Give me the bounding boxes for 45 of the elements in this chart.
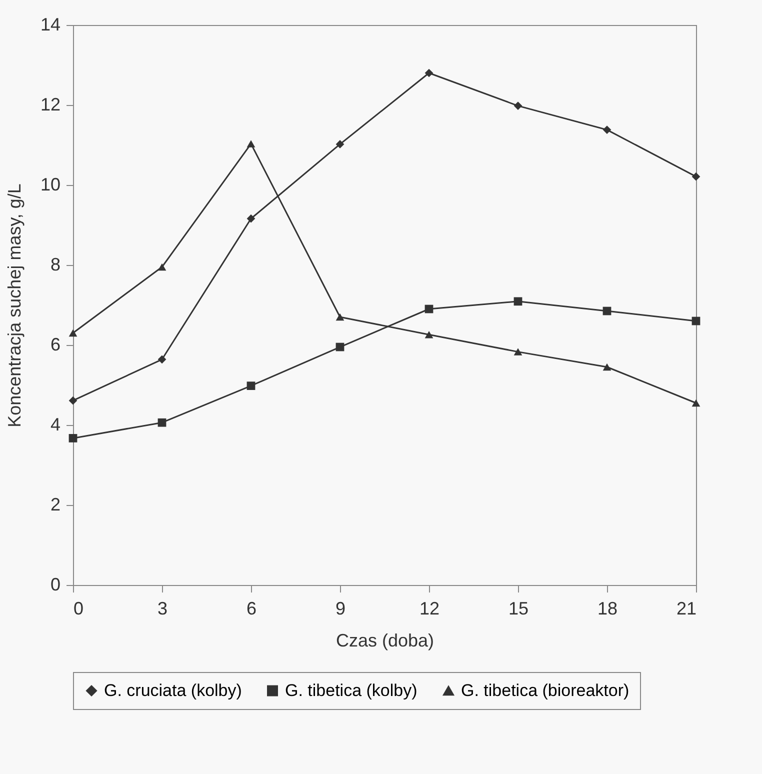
- y-tick-label: 4: [50, 414, 60, 434]
- point: [246, 214, 256, 223]
- y-tick-label: 14: [40, 14, 60, 34]
- x-tick-label: 3: [157, 598, 168, 618]
- point: [158, 418, 166, 427]
- x-tick-label: 21: [676, 598, 696, 618]
- point: [336, 313, 344, 321]
- point: [424, 304, 434, 314]
- x-tick-label: 0: [74, 598, 84, 618]
- point: [514, 297, 522, 306]
- point: [158, 263, 166, 271]
- point: [68, 329, 78, 337]
- point: [514, 348, 522, 356]
- point: [424, 330, 434, 338]
- x-tick-label: 18: [597, 598, 618, 618]
- legend-label: G. tibetica (kolby): [285, 680, 418, 700]
- point: [692, 172, 700, 181]
- point: [692, 316, 700, 326]
- x-tick-label: 15: [508, 598, 529, 618]
- point: [336, 140, 344, 148]
- y-tick-label: 0: [50, 574, 60, 594]
- point: [68, 396, 78, 405]
- x-tick-label: 12: [419, 598, 440, 618]
- x-tick-label: 9: [335, 598, 346, 618]
- y-tick-label: 6: [50, 334, 60, 354]
- y-tick-label: 10: [40, 174, 60, 194]
- point: [68, 434, 78, 442]
- point: [246, 382, 256, 390]
- point: [692, 399, 700, 407]
- y-tick-label: 8: [50, 254, 60, 274]
- point: [602, 126, 612, 134]
- legend-label: G. tibetica (bioreaktor): [461, 680, 630, 700]
- point: [336, 342, 344, 352]
- y-tick-label: 2: [50, 494, 60, 514]
- y-tick-label: 12: [40, 94, 60, 114]
- point: [246, 140, 256, 148]
- point: [158, 355, 166, 364]
- point: [602, 363, 612, 371]
- legend-label: G. cruciata (kolby): [104, 680, 242, 700]
- point: [514, 102, 522, 110]
- y-axis-title: Koncentracja suchej masy, g/L: [4, 184, 24, 428]
- x-tick-label: 6: [246, 598, 257, 618]
- x-axis-title: Czas (doba): [336, 630, 434, 650]
- point: [602, 306, 612, 316]
- point: [424, 68, 434, 78]
